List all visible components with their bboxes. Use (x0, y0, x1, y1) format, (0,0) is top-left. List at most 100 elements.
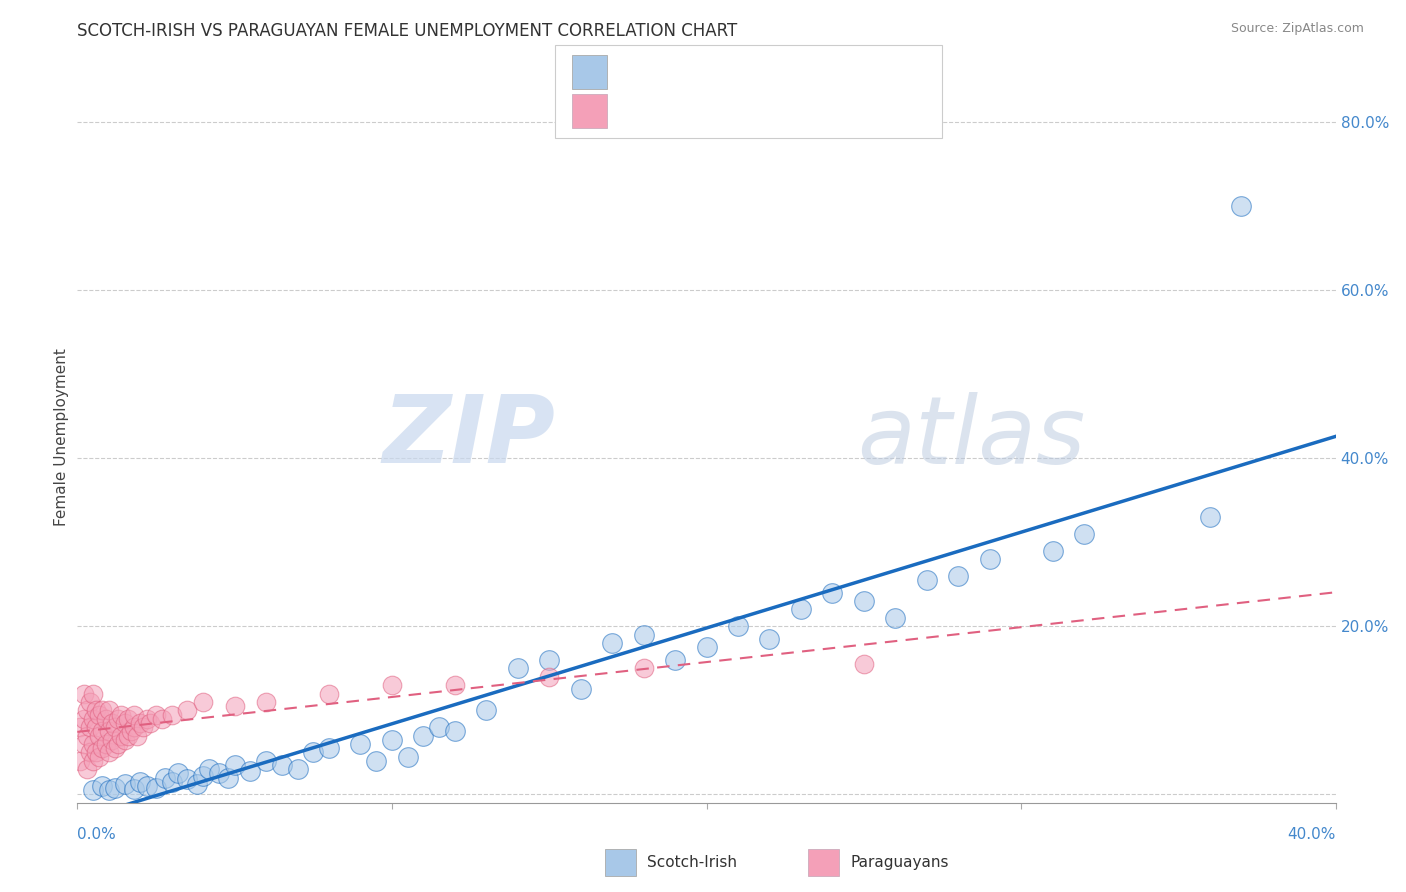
Text: Scotch-Irish: Scotch-Irish (647, 855, 737, 870)
Point (132, 720, 155, 734)
Text: 0.0%: 0.0% (77, 827, 117, 841)
Text: Source: ZipAtlas.com: Source: ZipAtlas.com (1230, 22, 1364, 36)
Point (176, 772, 198, 787)
Point (129, 715, 152, 730)
Point (412, 729, 434, 743)
Point (84, 703, 107, 717)
Point (69, 754, 91, 768)
Point (79, 720, 101, 734)
Point (79, 695, 101, 709)
Y-axis label: Female Unemployment: Female Unemployment (53, 348, 69, 526)
Text: atlas: atlas (858, 392, 1085, 483)
Point (758, 632, 780, 646)
Point (538, 653, 561, 667)
Point (217, 771, 239, 785)
Point (160, 707, 183, 722)
Point (427, 720, 450, 734)
Point (224, 699, 246, 714)
Point (198, 762, 221, 776)
Point (538, 670, 561, 684)
Point (821, 585, 844, 599)
Point (110, 707, 132, 722)
Point (1042, 543, 1064, 558)
Point (381, 678, 404, 692)
Point (852, 594, 875, 608)
Point (696, 640, 718, 655)
Text: R = 0.160: R = 0.160 (624, 102, 707, 120)
Point (790, 602, 813, 616)
Point (72, 712, 94, 726)
Point (135, 712, 157, 726)
Point (366, 754, 388, 768)
Point (97, 745, 120, 759)
Point (107, 712, 129, 726)
Point (104, 780, 127, 795)
Point (117, 712, 139, 726)
Point (475, 703, 498, 717)
Point (114, 777, 136, 791)
Point (506, 661, 529, 675)
Point (176, 703, 198, 717)
Point (191, 695, 215, 709)
Point (349, 737, 371, 751)
Point (302, 745, 325, 759)
Point (884, 611, 907, 625)
Point (101, 732, 124, 747)
Text: 40.0%: 40.0% (1288, 827, 1336, 841)
Point (145, 780, 167, 795)
Point (1230, 199, 1253, 213)
Point (84, 720, 107, 734)
Point (633, 627, 655, 641)
Point (91, 703, 114, 717)
Point (381, 732, 404, 747)
Point (69, 720, 91, 734)
Point (160, 774, 183, 789)
Point (396, 749, 419, 764)
Point (97, 703, 120, 717)
Point (97, 783, 120, 797)
Text: R = 0.596: R = 0.596 (624, 63, 707, 81)
Point (82, 783, 104, 797)
Point (76, 729, 98, 743)
Text: N = 62: N = 62 (758, 102, 815, 120)
Point (1198, 510, 1220, 524)
Point (633, 661, 655, 675)
Point (167, 766, 190, 780)
Point (287, 762, 309, 776)
Point (72, 686, 94, 700)
Text: N = 53: N = 53 (758, 63, 815, 81)
Point (82, 737, 104, 751)
Point (444, 678, 467, 692)
Point (127, 729, 149, 743)
Point (948, 569, 970, 583)
Point (208, 766, 231, 780)
Point (89, 749, 111, 764)
Point (852, 657, 875, 671)
Point (91, 741, 114, 756)
Point (915, 573, 938, 587)
Point (104, 720, 127, 734)
Point (318, 741, 340, 756)
Point (91, 779, 114, 793)
Point (569, 682, 592, 697)
Point (82, 754, 104, 768)
Point (254, 754, 277, 768)
Point (110, 729, 132, 743)
Point (664, 653, 686, 667)
Text: ZIP: ZIP (382, 391, 555, 483)
Point (727, 619, 749, 633)
Point (117, 729, 139, 743)
Point (318, 686, 340, 700)
Point (150, 712, 173, 726)
Point (138, 715, 160, 730)
Point (270, 758, 292, 772)
Point (239, 764, 262, 778)
Point (1073, 526, 1095, 541)
Point (84, 745, 107, 759)
Point (191, 769, 215, 783)
Point (89, 707, 111, 722)
Point (114, 715, 136, 730)
Point (979, 552, 1001, 566)
Text: SCOTCH-IRISH VS PARAGUAYAN FEMALE UNEMPLOYMENT CORRELATION CHART: SCOTCH-IRISH VS PARAGUAYAN FEMALE UNEMPL… (77, 22, 738, 40)
Point (101, 715, 124, 730)
